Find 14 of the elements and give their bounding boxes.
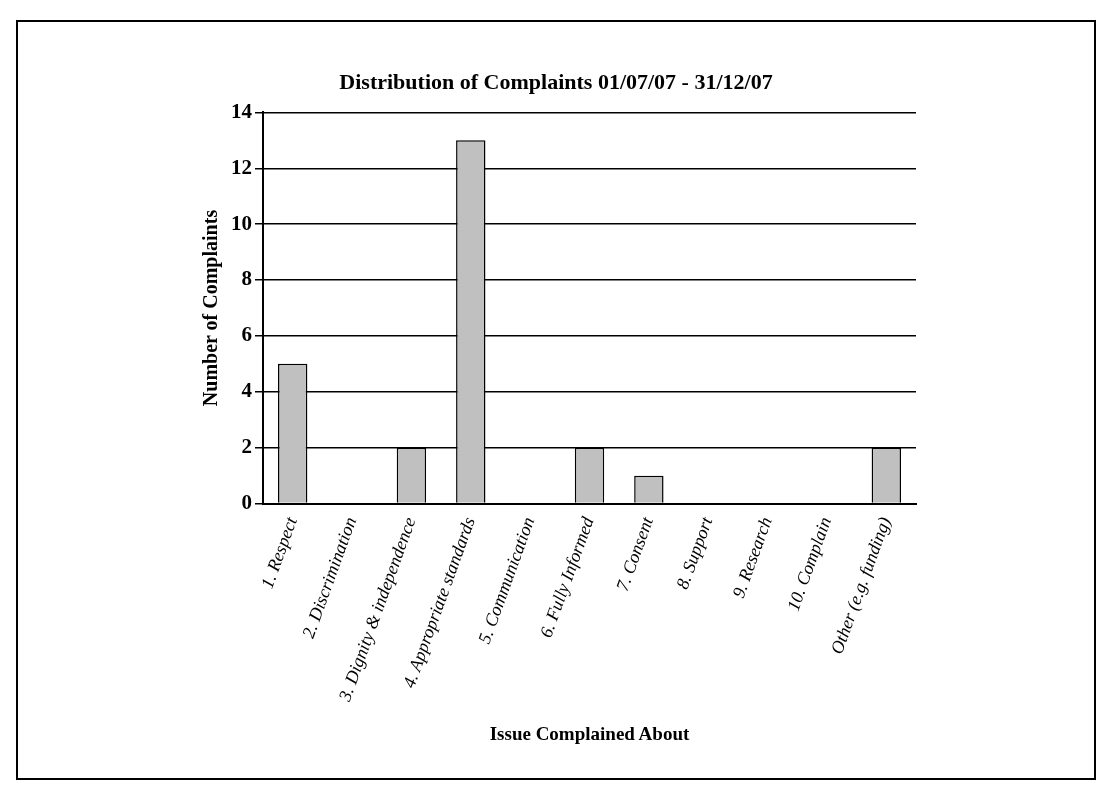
x-tick-label: 1. Respect	[256, 513, 302, 591]
y-tick-label: 6	[241, 322, 252, 347]
y-tick-label: 2	[241, 434, 252, 459]
x-tick-label: 8. Support	[671, 513, 717, 592]
y-tick-label: 4	[241, 378, 253, 403]
x-tick-label: 7. Consent	[611, 513, 658, 594]
y-tick-label: 14	[231, 98, 253, 123]
chart-title: Distribution of Complaints 01/07/07 - 31/12/07	[339, 68, 773, 94]
y-tick-label: 0	[241, 489, 252, 514]
y-tick-label: 8	[241, 266, 252, 291]
y-tick-label: 12	[231, 154, 252, 179]
x-axis-title: Issue Complained About	[489, 722, 690, 744]
y-axis-title: Number of Complaints	[199, 209, 223, 407]
y-tick-label: 10	[231, 210, 252, 235]
